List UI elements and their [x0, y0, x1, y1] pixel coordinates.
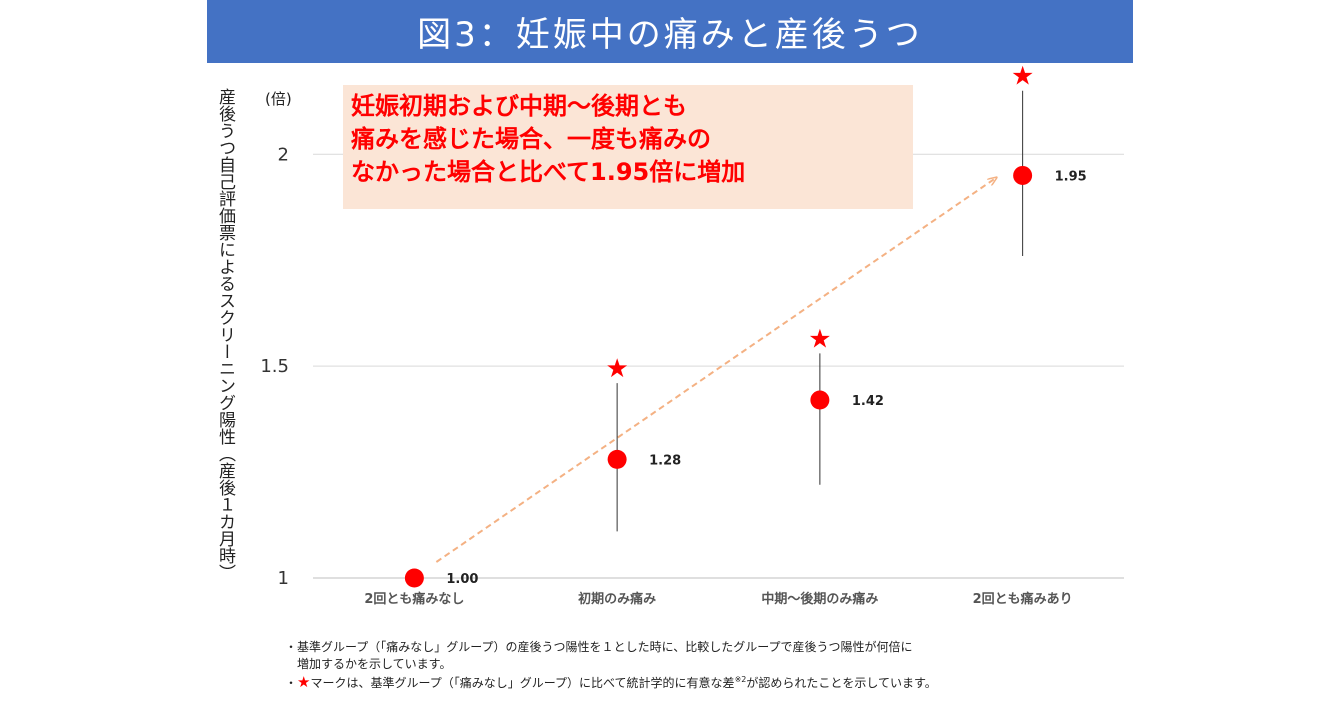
x-tick-label-3: 2回とも痛みあり — [973, 591, 1073, 607]
note-footnote-ref: ※2 — [734, 675, 747, 684]
y-tick-label-2: 2 — [278, 144, 289, 165]
y-tick-label-0: 1 — [278, 568, 289, 589]
trend-arrow — [435, 177, 996, 563]
y-tick-label-1: 1.5 — [260, 356, 289, 377]
data-point-2 — [810, 390, 830, 410]
note-star-icon: ★ — [297, 673, 311, 691]
callout-box: 妊娠初期および中期～後期とも 痛みを感じた場合、一度も痛みの なかった場合と比べ… — [343, 85, 913, 209]
note-line-3: ・★マークは、基準グループ（「痛みなし」グループ）に比べて統計学的に有意な差※2… — [285, 673, 937, 691]
y-axis-label: 産後うつ自己評価票によるスクリーニング陽性（産後１カ月時） — [215, 88, 235, 581]
note-text: マークは、基準グループ（「痛みなし」グループ）に比べて統計学的に有意な差 — [310, 676, 735, 690]
y-unit-label: (倍) — [265, 90, 292, 108]
data-label-2: 1.42 — [852, 394, 884, 409]
x-tick-label-1: 初期のみ痛み — [578, 591, 656, 607]
data-point-3 — [1013, 165, 1033, 185]
significance-star-icon-2: ★ — [808, 324, 831, 354]
callout-line-2: 痛みを感じた場合、一度も痛みの — [351, 125, 711, 153]
data-label-3: 1.95 — [1055, 169, 1087, 184]
x-tick-label-0: 2回とも痛みなし — [364, 591, 464, 607]
significance-star-icon-3: ★ — [1011, 62, 1034, 92]
note-line-2: 増加するかを示しています。 — [297, 657, 452, 671]
note-bullet: ・ — [285, 676, 298, 690]
data-point-1 — [607, 449, 627, 469]
chart-title: 図3：妊娠中の痛みと産後うつ — [417, 15, 923, 55]
title-banner: 図3：妊娠中の痛みと産後うつ — [207, 0, 1133, 63]
note-suffix: が認められたことを示しています。 — [746, 676, 937, 690]
callout-line-1: 妊娠初期および中期～後期とも — [351, 92, 687, 120]
data-label-0: 1.00 — [446, 572, 478, 587]
callout-line-3: なかった場合と比べて1.95倍に増加 — [351, 158, 746, 186]
x-tick-label-2: 中期～後期のみ痛み — [761, 591, 878, 607]
data-point-0 — [404, 568, 424, 588]
significance-star-icon-1: ★ — [605, 354, 628, 384]
note-line-1: ・基準グループ（「痛みなし」グループ）の産後うつ陽性を１とした時に、比較したグル… — [285, 640, 913, 654]
data-label-1: 1.28 — [649, 453, 681, 468]
